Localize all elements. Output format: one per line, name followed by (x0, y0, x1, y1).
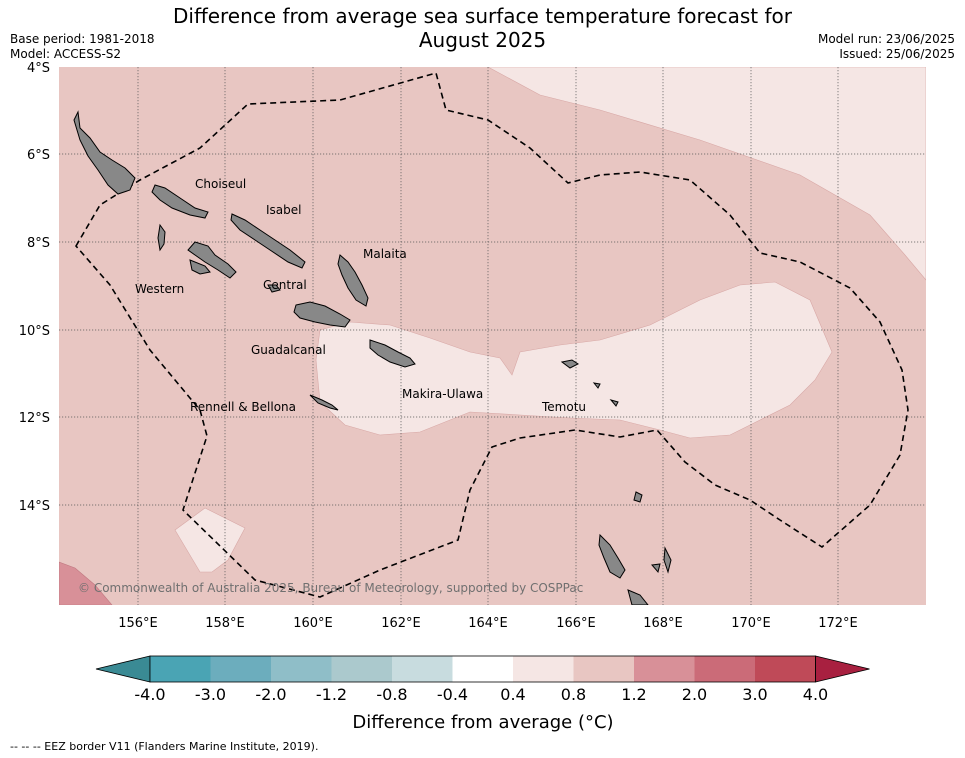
label-temotu: Temotu (541, 400, 586, 414)
island-vanuatu-south (627, 589, 649, 605)
model-name: Model: ACCESS-S2 (10, 47, 122, 61)
metadata-left: Base period: 1981-2018 Model: ACCESS-S2 (10, 32, 155, 62)
colorbar (95, 655, 870, 683)
lat-tick: 10°S (19, 324, 50, 339)
label-isabel: Isabel (266, 203, 301, 217)
colorbar-segment (271, 656, 332, 682)
colorbar-segment (331, 656, 392, 682)
label-rennell-bellona: Rennell & Bellona (190, 400, 296, 414)
island-isabel (230, 213, 306, 269)
island-new-georgia (187, 241, 237, 279)
island-choiseul (151, 184, 209, 219)
colorbar-tick-label: 3.0 (742, 685, 767, 704)
place-labels: Choiseul Isabel Malaita Western Central … (135, 177, 586, 414)
base-period: Base period: 1981-2018 (10, 32, 155, 46)
lon-tick: 164°E (468, 616, 508, 631)
islands (73, 110, 672, 605)
island-makira (369, 339, 416, 368)
colorbar-tick-label: -4.0 (134, 685, 165, 704)
colorbar-ticks: -4.0 -3.0 -2.0 -1.2 -0.8 -0.4 0.4 0.8 1.2 2.0 3.0 4… (134, 685, 828, 704)
island-espiritu-east (663, 546, 672, 574)
colorbar-extend-low (95, 655, 151, 683)
anomaly-1.2-2.0-region-sw (59, 561, 113, 605)
colorbar-segment (392, 656, 453, 682)
label-central: Central (263, 278, 307, 292)
eez-legend-note: -- -- -- EEZ border V11 (Flanders Marine… (10, 740, 319, 753)
colorbar-segment (150, 656, 211, 682)
graticule (59, 67, 926, 605)
island-vanuatu-north (598, 533, 626, 579)
map-panel: © Commonwealth of Australia 2025, Bureau… (59, 67, 926, 605)
lat-tick: 4°S (27, 61, 50, 76)
map-title: Difference from average sea surface temp… (150, 4, 815, 52)
colorbar-extend-high (815, 655, 870, 683)
colorbar-segment (755, 656, 816, 682)
lon-tick: 170°E (731, 616, 771, 631)
colorbar-segment (573, 656, 634, 682)
colorbar-segment (513, 656, 574, 682)
lon-tick: 168°E (643, 616, 683, 631)
longitude-axis: 156°E 158°E 160°E 162°E 164°E 166°E 168°… (118, 616, 858, 631)
lat-tick: 6°S (27, 148, 50, 163)
island-malaita (337, 254, 369, 307)
model-run: Model run: 23/06/2025 (817, 32, 955, 46)
latitude-axis: 4°S 6°S 8°S 10°S 12°S 14°S (19, 61, 50, 514)
colorbar-tick-label: 1.2 (621, 685, 646, 704)
colorbar-tick-label: -3.0 (195, 685, 226, 704)
label-choiseul: Choiseul (195, 177, 246, 191)
label-malaita: Malaita (363, 247, 407, 261)
issued-date: Issued: 25/06/2025 (839, 47, 955, 61)
colorbar-tick-label: -0.4 (437, 685, 468, 704)
copyright-notice: © Commonwealth of Australia 2025, Bureau… (78, 581, 583, 595)
island-santa-cruz (560, 359, 579, 369)
lon-tick: 172°E (818, 616, 858, 631)
metadata-right: Model run: 23/06/2025 Issued: 25/06/2025 (818, 32, 955, 62)
colorbar-segment (634, 656, 695, 682)
island-rendova (189, 259, 211, 275)
island-temotu-small-2 (609, 399, 619, 407)
eez-border (75, 72, 909, 598)
colorbar-tick-label: 4.0 (803, 685, 828, 704)
title-line-1: Difference from average sea surface temp… (172, 4, 792, 28)
island-vella-lavella (157, 223, 166, 252)
label-western: Western (135, 282, 184, 296)
colorbar-tick-label: 0.8 (561, 685, 586, 704)
colorbar-tick-label: -0.8 (376, 685, 407, 704)
anomaly-0.4-0.8-region-central (315, 281, 833, 439)
lon-tick: 156°E (118, 616, 158, 631)
lon-tick: 166°E (556, 616, 596, 631)
lat-tick: 12°S (19, 411, 50, 426)
lon-tick: 162°E (381, 616, 421, 631)
lat-tick: 14°S (19, 499, 50, 514)
label-guadalcanal: Guadalcanal (251, 343, 326, 357)
island-central (267, 284, 281, 293)
lat-tick: 8°S (27, 236, 50, 251)
island-guadalcanal (293, 301, 351, 328)
colorbar-segment (452, 656, 513, 682)
colorbar-tick-label: 0.4 (500, 685, 525, 704)
colorbar-tick-label: 2.0 (682, 685, 707, 704)
island-temotu-small (592, 382, 601, 389)
colorbar-tick-label: -1.2 (316, 685, 347, 704)
title-line-2: August 2025 (418, 28, 547, 52)
island-choiseul-west (73, 110, 136, 195)
anomaly-0.4-0.8-region-ne (487, 67, 926, 281)
island-torres (633, 491, 643, 503)
colorbar-segment (210, 656, 271, 682)
colorbar-label: Difference from average (°C) (352, 712, 613, 733)
island-rennell (309, 394, 339, 411)
island-maewo (651, 563, 661, 574)
lon-tick: 158°E (205, 616, 245, 631)
colorbar-segment (694, 656, 755, 682)
colorbar-tick-label: -2.0 (255, 685, 286, 704)
label-makira-ulawa: Makira-Ulawa (402, 387, 483, 401)
anomaly-0.4-0.8-region-sw (174, 507, 246, 573)
colorbar-frame (149, 655, 816, 683)
lon-tick: 160°E (293, 616, 333, 631)
